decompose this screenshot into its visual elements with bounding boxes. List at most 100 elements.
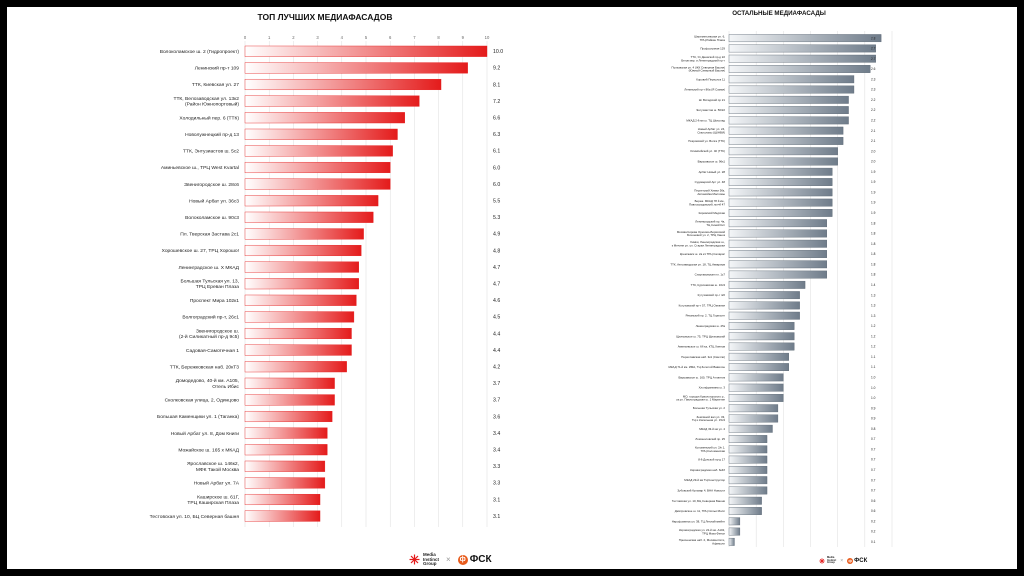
bar-49 <box>728 527 741 536</box>
category-label: Тестовская ул. 10, БЦ Северная Башня <box>672 499 726 503</box>
other-mediafacades-chart: ОСТАЛЬНЫЕ МЕДИАФАСАДЫ Шереметьевская ул. … <box>668 10 893 547</box>
value-label: 1.9 <box>871 201 876 205</box>
bar-7 <box>244 145 393 157</box>
category-label: ТТК, Автозаводская ул. 18, ТЦ Аквариум <box>670 262 725 266</box>
category-label: Волгоградский пр-т, 26с1 <box>182 314 239 321</box>
bar-27 <box>244 477 326 489</box>
value-label: 2.2 <box>871 98 876 102</box>
x-tick-label: 1 <box>268 35 271 40</box>
value-label: 1.3 <box>871 293 876 297</box>
bar-7 <box>728 95 849 104</box>
value-label: 3.6 <box>493 414 500 420</box>
bar-5 <box>244 112 405 124</box>
bar-15 <box>728 178 833 186</box>
value-label: 0.2 <box>871 519 876 523</box>
bar-26 <box>244 460 326 472</box>
times-sign: × <box>446 555 451 565</box>
category-label: Сколковская улица, 2, Одинцово <box>165 398 240 404</box>
slide-canvas: ТОП ЛУЧШИХ МЕДИАФАСАДОВ 0 1 2 3 4 5 6 7 8 9 10 Волок… <box>7 7 1017 569</box>
category-label: Звенигородское ш. 28с6 <box>184 182 239 188</box>
x-tick-label: 6 <box>389 35 392 40</box>
category-label: Новый Арбат ул. 36с3 <box>189 197 239 204</box>
bar-37 <box>728 404 779 413</box>
category-label: Пл. Тверская Застава 2с1 <box>180 232 239 238</box>
category-label: Бегов мкр. и Ленинградский пр-т <box>681 58 725 62</box>
value-label: 6.1 <box>493 149 500 155</box>
category-label: ТТК, Курсковская ш. 16с3 <box>691 283 726 287</box>
value-label: 2.8 <box>871 36 876 40</box>
value-label: 0.6 <box>871 499 876 503</box>
value-label: 1.0 <box>871 396 876 400</box>
bar-3 <box>244 78 442 91</box>
bar-11 <box>244 211 374 223</box>
value-label: 1.0 <box>871 386 876 390</box>
x-tick-label: 9 <box>462 35 465 40</box>
category-label: к Мечине ул. ул. Старая Ленинградская <box>672 243 726 247</box>
category-label: Новый Арбат ул. 24, <box>698 127 725 131</box>
value-label: 4.5 <box>493 315 500 321</box>
category-label: (Южный Северный Башня) <box>689 69 725 73</box>
category-label: Каширское ш. 61Г, <box>197 494 239 500</box>
category-label: Большая Каменщики ул. 1 (Таганка) <box>157 414 239 420</box>
value-label: 4.7 <box>493 265 500 271</box>
category-label: ТРЦ Ереван Плаза <box>196 284 240 290</box>
category-label: Дмитровское ш. 11, ТРЦ Сильи Молл <box>675 509 726 513</box>
bar-14 <box>728 167 833 176</box>
category-label: Ярославское ш. 146к2, <box>187 461 239 467</box>
category-label: ТРЦ Маза Фенсе <box>702 531 725 535</box>
value-label: 7.2 <box>493 99 500 105</box>
value-label: 2.1 <box>871 129 876 133</box>
bar-12 <box>244 228 364 240</box>
bar-19 <box>728 219 828 228</box>
category-label: Кировоградская наб. 6к4б <box>690 468 725 472</box>
category-label: Звенигородское ш. <box>196 328 239 334</box>
bar-12 <box>728 147 838 156</box>
mig-text-small-line-1: Media <box>827 556 835 559</box>
category-label: Ш. Вятидский пр 21 <box>699 98 726 102</box>
bar-26 <box>728 291 800 300</box>
value-label: 2.3 <box>871 77 876 81</box>
bar-28 <box>728 311 800 320</box>
category-label: Кремлевск ш. 2а к1 ТРЦ Саларис <box>680 252 726 256</box>
bar-20 <box>728 229 828 238</box>
value-label: 6.0 <box>493 182 500 188</box>
bar-28 <box>244 493 321 506</box>
category-label: МКАД 33-й км ул. 4 <box>699 427 725 431</box>
category-label: ТТК, Энтузиастов ш. 5с2 <box>183 149 239 155</box>
media-instinct-group-logo: Media Instinct Group <box>409 552 439 567</box>
bar-22 <box>244 394 335 406</box>
category-label: Нарофоминск ул. 38, ТЦ Ленлайтмейнт <box>672 519 726 523</box>
bar-31 <box>728 342 795 351</box>
value-label: 10.0 <box>493 49 503 55</box>
category-label: ТТК, Киевская ул. 27 <box>192 82 239 88</box>
fsk-text-small: ФСК <box>854 557 868 564</box>
category-label: Москва Кирова Орехово-Борисовой <box>677 230 726 234</box>
fsk-logo: ф ФСК <box>457 554 492 565</box>
bar-16 <box>244 294 357 306</box>
category-label: Хорошевское ш. 27, ТРЦ Хорошо! <box>162 248 239 254</box>
category-label: Варшавское ш. 160, ТРЦ Атлантик <box>678 375 725 379</box>
value-label: 2.1 <box>871 139 876 143</box>
value-label: 2.6 <box>871 67 876 71</box>
value-label: 3.3 <box>493 464 500 470</box>
bar-8 <box>728 106 849 115</box>
x-tick-label: 3 <box>316 35 319 40</box>
value-label: 1.8 <box>871 273 876 277</box>
value-label: 5.5 <box>493 199 500 205</box>
value-label: 3.7 <box>493 398 500 404</box>
value-label: 4.2 <box>493 365 500 371</box>
value-label: 1.3 <box>871 304 876 308</box>
category-label: ТРЦ Коломенская <box>701 449 726 453</box>
x-tick-label: 2 <box>292 35 295 40</box>
bar-42 <box>728 455 768 464</box>
category-label: Спартаковская пл. 1с7 <box>695 273 726 277</box>
category-label: Коровий Переулок 11 <box>696 77 725 81</box>
category-label: Олимпийский ул. 40 (ТТК) <box>690 149 725 153</box>
bar-22 <box>728 250 828 258</box>
value-label: 2.7 <box>871 47 876 51</box>
mig-star-icon-small <box>819 558 825 564</box>
value-label: 3.1 <box>493 497 500 503</box>
value-label: 1.8 <box>871 221 876 225</box>
category-label: Рязанский пр. 2, ТЦ Горизонт <box>686 314 726 318</box>
value-label: 1.1 <box>871 365 876 369</box>
